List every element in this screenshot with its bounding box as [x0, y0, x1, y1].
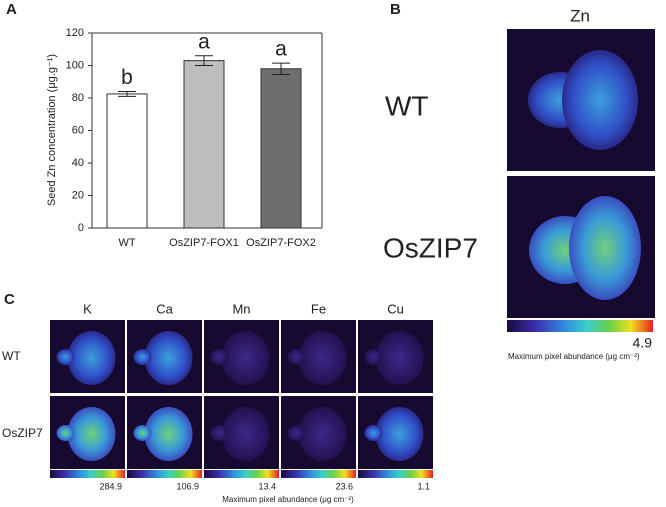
image-blob [221, 331, 270, 385]
image-blob [287, 349, 306, 365]
significance-label: b [121, 66, 133, 89]
significance-label: a [275, 38, 287, 61]
column-header: Fe [311, 301, 326, 316]
image-blob [133, 425, 152, 441]
image-blob [210, 425, 229, 441]
image-blob [56, 425, 75, 441]
y-tick-label: 100 [66, 59, 84, 71]
significance-label: a [198, 30, 210, 53]
image-blob [364, 349, 383, 365]
bar [183, 60, 225, 229]
colorbar-max: 23.6 [335, 481, 353, 491]
image-blob [375, 331, 424, 385]
image-blob [298, 407, 347, 461]
bar [260, 68, 302, 229]
colorbar-max: 13.4 [258, 481, 276, 491]
image-blob [569, 196, 641, 300]
colorbar-max: 1.1 [417, 481, 430, 491]
panel-label: A [6, 1, 17, 18]
image-blob [133, 349, 152, 365]
error-bar [195, 55, 213, 66]
image-blob [144, 407, 193, 461]
image-blob [562, 50, 638, 150]
image-blob [67, 331, 116, 385]
column-header: K [83, 301, 92, 316]
image-blob [287, 425, 306, 441]
y-tick-label: 120 [66, 27, 84, 39]
column-header: Cu [387, 301, 404, 316]
colorbar [127, 470, 202, 478]
row-label: WT [385, 90, 429, 121]
image-blob [56, 349, 75, 365]
error-bar [272, 62, 290, 75]
colorbar [281, 470, 356, 478]
panel-label: B [390, 1, 401, 18]
column-header: Mn [232, 301, 250, 316]
image-blob [375, 407, 424, 461]
colorbar [358, 470, 433, 478]
colorbar-max: 284.9 [99, 481, 122, 491]
y-tick-label: 80 [72, 92, 84, 104]
y-tick-label: 40 [72, 157, 84, 169]
y-tick-label: 60 [72, 124, 84, 136]
y-tick-label: 0 [78, 222, 84, 234]
panel-label: C [4, 291, 15, 308]
x-tick-label: OsZIP7-FOX1 [169, 237, 239, 249]
y-axis-label: Seed Zn concentration (μg.g⁻¹) [46, 54, 58, 206]
colorbar-max: 4.9 [633, 335, 653, 351]
image-blob [221, 407, 270, 461]
column-header: Zn [570, 6, 590, 25]
error-bar [118, 91, 136, 97]
x-tick-label: WT [118, 237, 135, 249]
colorbar [507, 320, 653, 332]
row-label: WT [2, 349, 21, 363]
row-label: OsZIP7 [2, 426, 43, 440]
image-blob [298, 331, 347, 385]
colorbar-max: 106.9 [176, 481, 199, 491]
row-label: OsZIP7 [383, 232, 478, 263]
image-blob [67, 407, 116, 461]
image-blob [364, 425, 383, 441]
colorbar-label: Maximum pixel abundance (μg cm⁻²) [508, 352, 640, 361]
column-header: Ca [156, 301, 173, 316]
colorbar-label: Maximum pixel abundance (μg cm⁻²) [222, 495, 354, 504]
colorbar [50, 470, 125, 478]
image-blob [144, 331, 193, 385]
y-tick-label: 20 [72, 189, 84, 201]
image-blob [210, 349, 229, 365]
bar [106, 93, 148, 229]
colorbar [204, 470, 279, 478]
x-tick-label: OsZIP7-FOX2 [246, 237, 316, 249]
